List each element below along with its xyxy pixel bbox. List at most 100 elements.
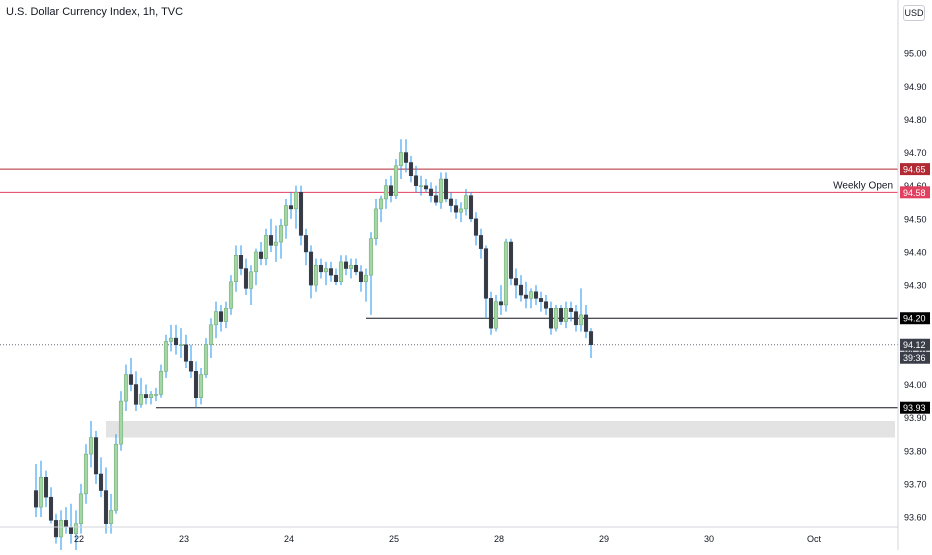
candle-body — [313, 264, 319, 286]
candle-body — [573, 311, 579, 326]
candle-body — [498, 301, 504, 306]
x-tick-label: Oct — [807, 534, 822, 544]
candle-body — [308, 251, 314, 286]
candle-body — [403, 152, 409, 163]
candle-body — [428, 188, 434, 196]
candle-body — [273, 241, 279, 246]
candle-body — [303, 235, 309, 253]
x-tick-label: 23 — [179, 534, 189, 544]
currency-button[interactable]: USD — [903, 5, 925, 21]
candle-body — [568, 308, 574, 312]
price-tag: 93.93 — [900, 401, 930, 414]
candle-body — [478, 235, 484, 249]
candle-body — [208, 324, 214, 345]
candle-body — [198, 374, 204, 399]
chart-title: U.S. Dollar Currency Index, 1h, TVC — [6, 6, 184, 18]
candle-body — [173, 337, 179, 345]
candle-body — [238, 255, 244, 269]
candle-body — [253, 251, 259, 273]
candle-body — [418, 185, 424, 187]
candle-body — [288, 205, 294, 210]
candle-body — [53, 520, 59, 538]
y-tick-label: 94.50 — [904, 214, 927, 224]
candle-body — [483, 248, 489, 299]
candle-body — [118, 400, 124, 445]
candle-body — [493, 301, 499, 329]
candle-body — [438, 178, 444, 203]
countdown-bg — [900, 351, 930, 364]
candle-body — [578, 314, 584, 326]
candle-body — [383, 185, 389, 200]
current-price-tag: 94.12 — [900, 338, 930, 351]
candle-body — [203, 344, 209, 375]
candle-body — [558, 308, 564, 322]
candle-body — [178, 344, 184, 346]
y-tick-label: 93.90 — [904, 413, 927, 423]
candle-body — [588, 331, 594, 345]
candle-body — [123, 374, 129, 402]
candle-body — [33, 490, 39, 508]
candle-body — [168, 337, 174, 342]
current-price-tag-text: 94.12 — [903, 340, 926, 350]
candle-body — [448, 198, 454, 206]
candle-body — [513, 278, 519, 286]
candle-body — [113, 443, 119, 511]
candle-body — [108, 510, 114, 524]
y-tick-label: 93.60 — [904, 513, 927, 523]
candle-body — [388, 185, 394, 196]
candle-body — [143, 394, 149, 399]
x-tick-label: 28 — [494, 534, 504, 544]
candle-body — [48, 496, 54, 521]
candle-body — [548, 308, 554, 329]
candle-body — [528, 291, 534, 299]
price-tag-bg — [900, 401, 930, 414]
candle-body — [148, 394, 154, 399]
y-tick-label: 93.70 — [904, 479, 927, 489]
candle-body — [278, 225, 284, 243]
candle-body — [468, 195, 474, 220]
y-tick-label: 94.00 — [904, 380, 927, 390]
countdown-text: 39:36 — [903, 353, 926, 363]
price-tag-text: 94.58 — [903, 188, 926, 198]
candle-body — [373, 208, 379, 239]
candle-body — [88, 437, 94, 455]
candle-body — [423, 185, 429, 190]
price-tag: 94.65 — [900, 163, 930, 176]
candle-body — [413, 175, 419, 186]
current-price-tag-bg — [900, 338, 930, 351]
candle-body — [58, 520, 64, 538]
candle-body — [553, 308, 559, 329]
candle-body — [473, 218, 479, 236]
demand-zone — [106, 420, 895, 438]
candle-body — [343, 261, 349, 269]
candle-body — [353, 264, 359, 273]
price-tag-text: 94.20 — [903, 314, 926, 324]
candle-body — [133, 384, 139, 405]
candle-body — [128, 374, 134, 385]
candle-body — [318, 264, 324, 273]
y-tick-label: 93.80 — [904, 446, 927, 456]
candle-body — [193, 371, 199, 399]
candle-body — [183, 344, 189, 362]
candle-body — [398, 152, 404, 167]
price-tag-bg — [900, 186, 930, 199]
candle-body — [233, 255, 239, 283]
candle-body — [293, 192, 299, 210]
candle-body — [323, 268, 329, 273]
y-tick-label: 94.70 — [904, 148, 927, 158]
candle-body — [263, 235, 269, 259]
candle-body — [368, 238, 374, 276]
candle-body — [283, 205, 289, 226]
x-tick-label: 25 — [389, 534, 399, 544]
y-tick-label: 95.00 — [904, 49, 927, 59]
candle-body — [63, 520, 69, 528]
candle-body — [268, 235, 274, 246]
level-line-text: Weekly Open — [833, 180, 893, 191]
countdown-tag: 39:36 — [900, 351, 930, 364]
candle-body — [333, 274, 339, 283]
candle-body — [78, 493, 84, 524]
candle-body — [408, 162, 414, 176]
price-tag-text: 93.93 — [903, 403, 926, 413]
